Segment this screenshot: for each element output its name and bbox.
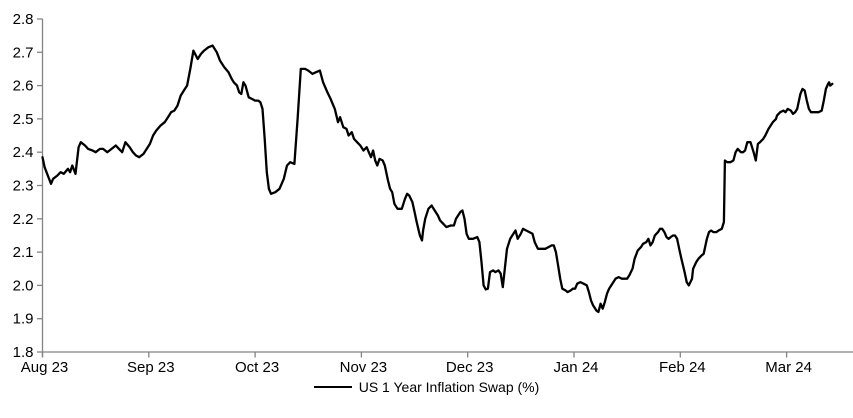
- x-axis-tick-label: Mar 24: [765, 359, 812, 376]
- x-axis-tick-label: Sep 23: [127, 359, 175, 376]
- legend-label: US 1 Year Inflation Swap (%): [358, 379, 540, 395]
- y-axis-tick-label: 2.6: [13, 78, 34, 95]
- series-line-us-1y-inflation-swap: [41, 44, 834, 314]
- y-axis-tick-label: 2.3: [13, 178, 34, 195]
- y-axis-tick-label: 2.8: [13, 11, 34, 28]
- y-axis-tick-label: 2.4: [13, 144, 34, 161]
- x-axis-tick-label: Oct 23: [235, 359, 279, 376]
- legend-line-swatch: [313, 386, 352, 388]
- x-axis-tick-label: Feb 24: [659, 359, 706, 376]
- x-axis-tick-label: Aug 23: [21, 359, 69, 376]
- chart-legend: US 1 Year Inflation Swap (%): [0, 377, 853, 397]
- y-axis-tick-label: 2.7: [13, 44, 34, 61]
- y-axis-tick-label: 1.9: [13, 311, 34, 328]
- y-axis-tick-label: 2.1: [13, 244, 34, 261]
- x-axis-tick-label: Nov 23: [340, 359, 388, 376]
- y-axis-tick-label: 1.8: [13, 344, 34, 361]
- y-axis-tick-label: 2.5: [13, 111, 34, 128]
- x-axis-tick-label: Dec 23: [446, 359, 494, 376]
- x-axis-tick-label: Jan 24: [553, 359, 598, 376]
- y-axis-tick-label: 2.2: [13, 211, 34, 228]
- y-axis-tick-label: 2.0: [13, 277, 34, 294]
